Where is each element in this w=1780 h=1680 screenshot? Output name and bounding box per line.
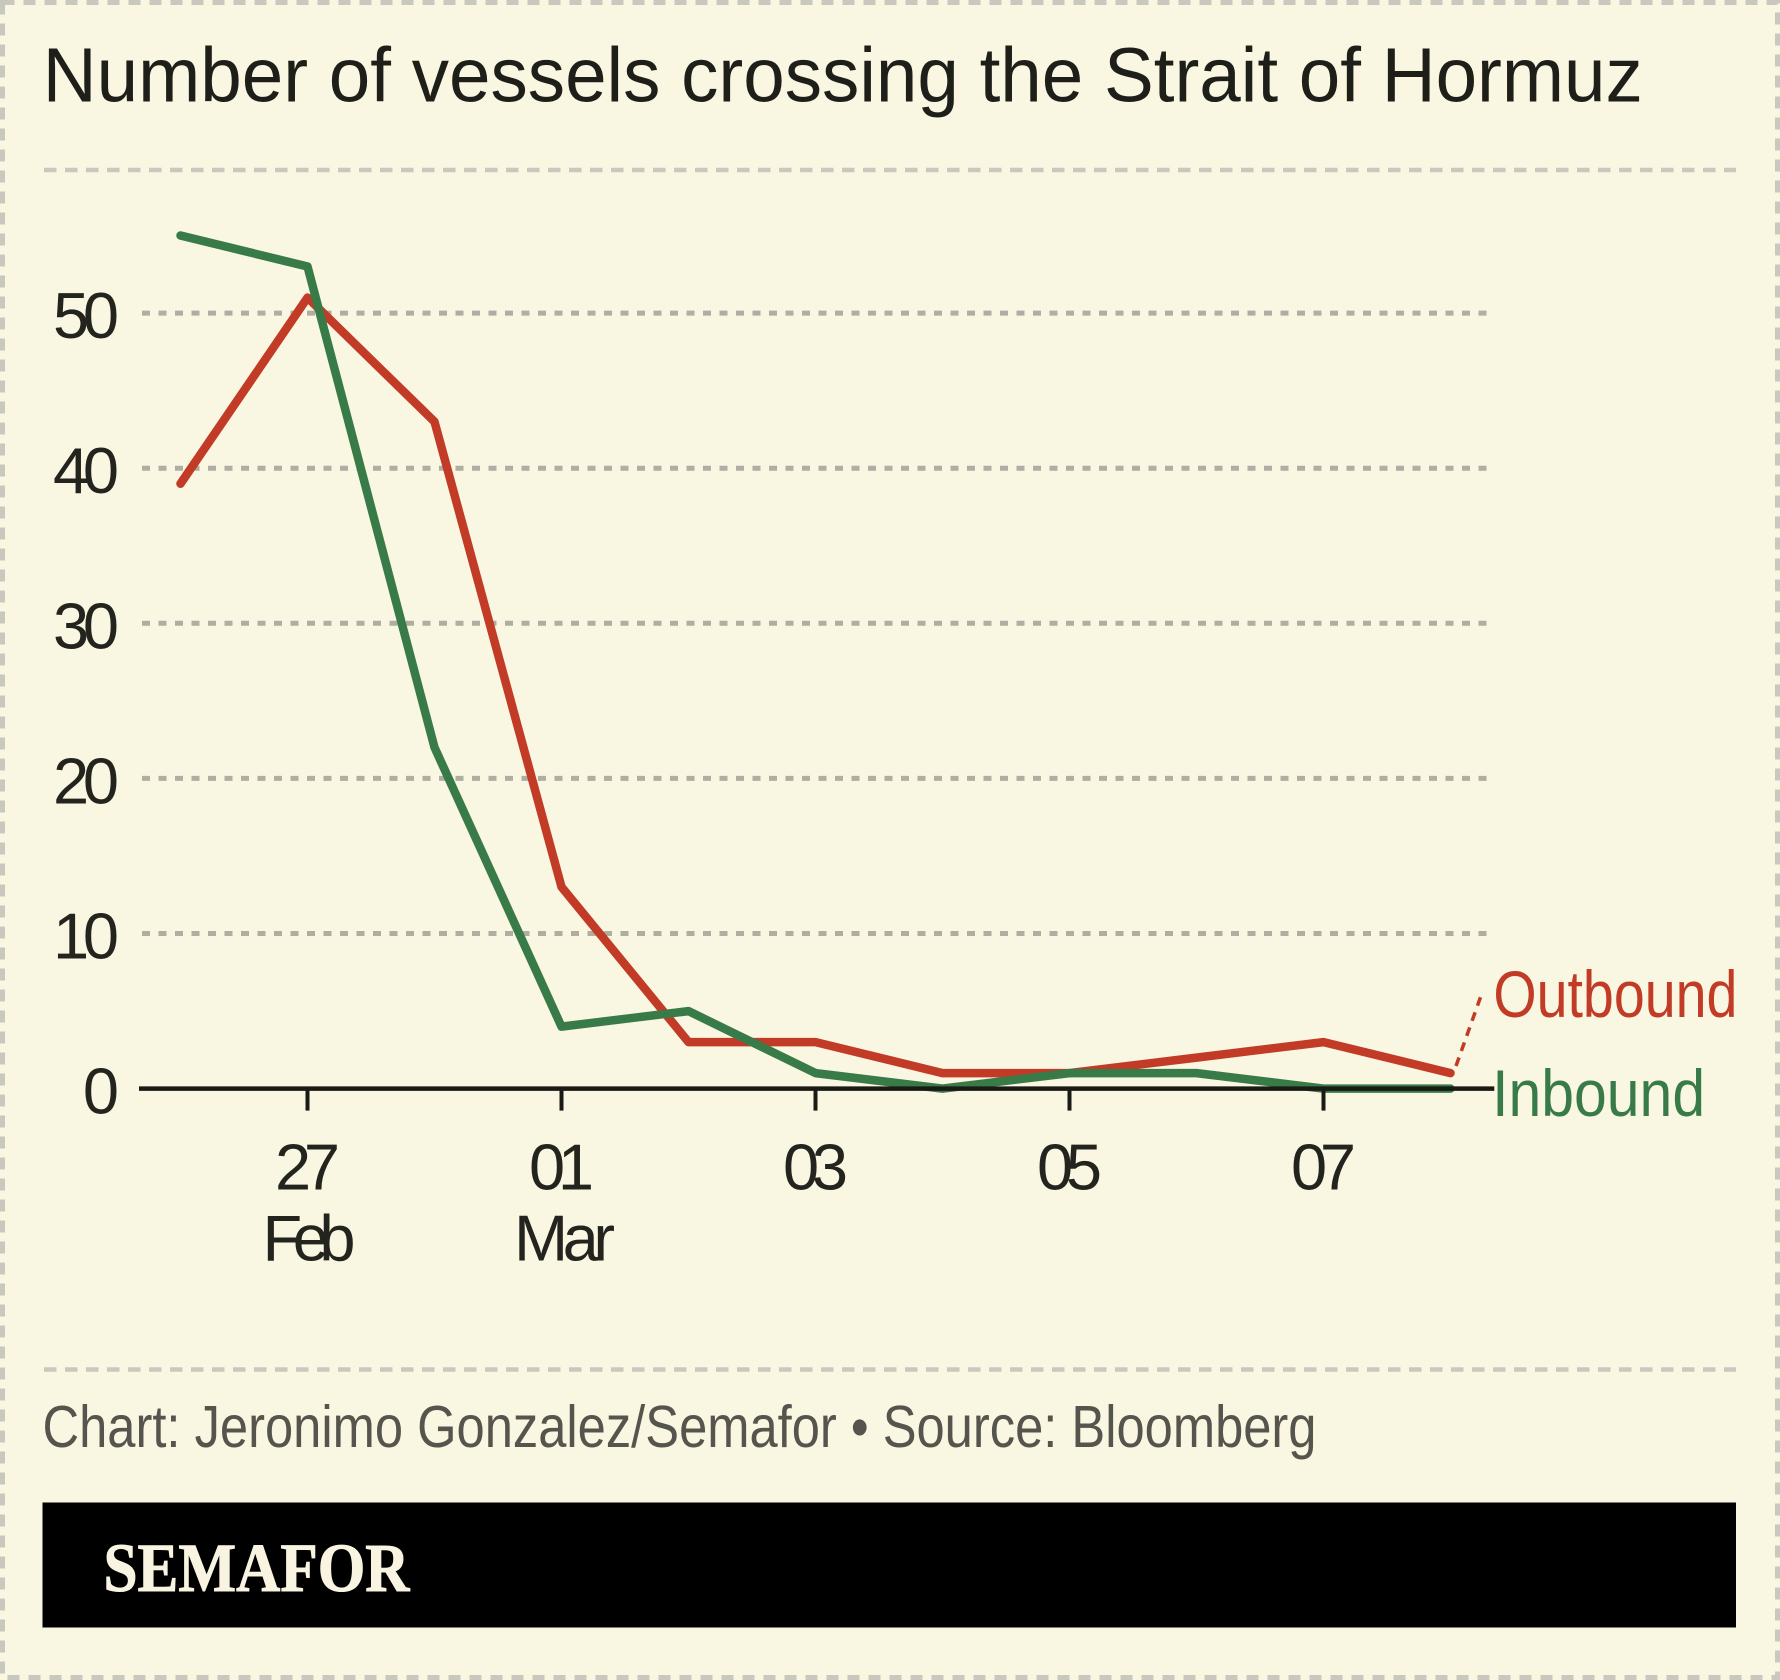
svg-text:30: 30 [53, 589, 119, 662]
svg-text:Chart: Jeronimo Gonzalez/Semaf: Chart: Jeronimo Gonzalez/Semafor • Sourc… [43, 1394, 1317, 1460]
svg-text:50: 50 [53, 279, 119, 352]
svg-text:40: 40 [53, 434, 119, 507]
svg-text:Feb: Feb [263, 1201, 356, 1274]
svg-text:05: 05 [1037, 1131, 1102, 1204]
svg-text:Mar: Mar [514, 1201, 615, 1274]
svg-text:03: 03 [783, 1131, 848, 1204]
svg-text:20: 20 [53, 744, 119, 817]
svg-text:10: 10 [53, 900, 119, 973]
svg-text:Number of vessels crossing the: Number of vessels crossing the Strait of… [43, 33, 1643, 119]
svg-text:07: 07 [1291, 1131, 1356, 1204]
svg-text:Outbound: Outbound [1493, 957, 1737, 1031]
svg-text:01: 01 [529, 1131, 594, 1204]
svg-text:0: 0 [83, 1055, 119, 1128]
svg-text:SEMAFOR: SEMAFOR [104, 1530, 411, 1606]
svg-text:Inbound: Inbound [1492, 1056, 1705, 1130]
svg-text:27: 27 [275, 1131, 340, 1204]
